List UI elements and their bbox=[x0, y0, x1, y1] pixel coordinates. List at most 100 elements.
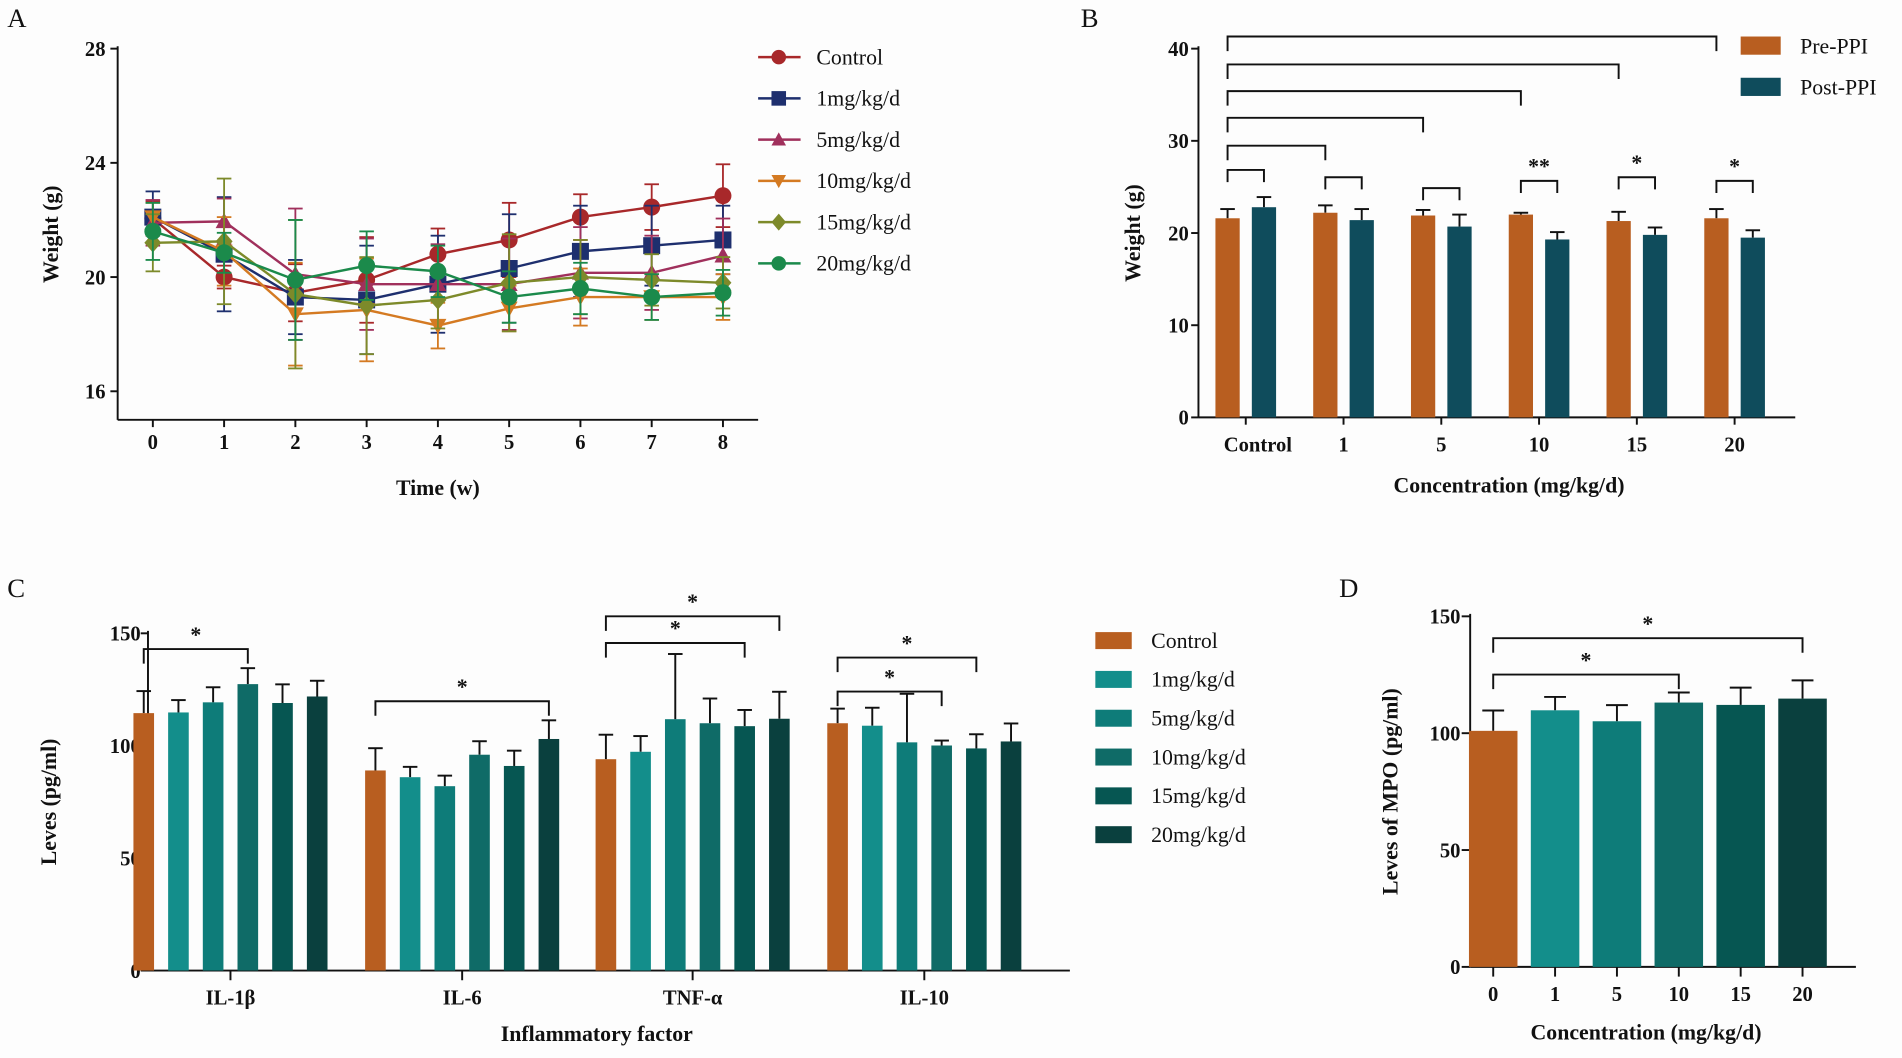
a-data-point bbox=[358, 257, 376, 275]
a-y-tick-label: 16 bbox=[85, 382, 106, 404]
c-legend-label: 15mg/kg/d bbox=[1151, 784, 1246, 808]
c-bar bbox=[168, 712, 189, 971]
d-bar bbox=[1654, 702, 1704, 967]
c-bar bbox=[966, 748, 987, 971]
c-bar bbox=[769, 718, 790, 971]
a-data-point bbox=[429, 290, 447, 310]
d-bar bbox=[1592, 721, 1642, 967]
c-bracket-label: * bbox=[687, 590, 698, 614]
a-x-tick-label: 8 bbox=[718, 432, 728, 454]
a-x-tick-label: 1 bbox=[219, 432, 229, 454]
b-y-tick-label: 40 bbox=[1168, 39, 1189, 61]
a-x-tick-label: 2 bbox=[290, 432, 300, 454]
b-bar bbox=[1545, 239, 1570, 418]
a-y-axis-title: Weight (g) bbox=[39, 185, 63, 283]
b-bar bbox=[1704, 218, 1729, 418]
a-legend-marker bbox=[771, 256, 787, 271]
a-data-point bbox=[714, 284, 732, 302]
panel-label-A: A bbox=[7, 3, 27, 33]
c-legend-label: 10mg/kg/d bbox=[1151, 745, 1246, 769]
b-bar bbox=[1410, 215, 1436, 418]
c-bar bbox=[133, 713, 155, 971]
a-y-tick-label: 24 bbox=[85, 153, 106, 175]
b-legend-swatch bbox=[1740, 36, 1781, 55]
b-bracket-pair bbox=[1324, 176, 1363, 190]
b-y-tick-label: 20 bbox=[1168, 223, 1189, 245]
c-legend-label: Control bbox=[1151, 629, 1218, 653]
a-x-tick-label: 6 bbox=[575, 432, 585, 454]
a-x-tick-label: 3 bbox=[361, 432, 371, 454]
d-y-tick-label: 0 bbox=[1450, 957, 1460, 979]
c-bracket bbox=[142, 648, 249, 664]
b-bar bbox=[1642, 234, 1668, 418]
c-bar bbox=[365, 770, 386, 971]
c-legend-swatch bbox=[1095, 632, 1132, 650]
a-x-tick-label: 4 bbox=[433, 432, 443, 454]
b-bracket-control bbox=[1226, 144, 1327, 161]
b-bar bbox=[1349, 220, 1374, 418]
c-legend-swatch bbox=[1095, 670, 1132, 688]
c-y-tick-label: 150 bbox=[110, 624, 141, 646]
c-x-tick-label: IL-10 bbox=[900, 987, 949, 1009]
b-bar bbox=[1508, 214, 1534, 418]
c-legend-label: 20mg/kg/d bbox=[1151, 823, 1246, 847]
c-bar bbox=[538, 738, 560, 971]
c-bracket bbox=[374, 700, 550, 716]
a-y-tick-label: 28 bbox=[85, 39, 106, 61]
c-bracket bbox=[604, 615, 781, 631]
d-x-tick-label: 15 bbox=[1730, 984, 1751, 1006]
d-x-tick-label: 0 bbox=[1488, 984, 1498, 1006]
d-bracket-label: * bbox=[1581, 648, 1592, 672]
a-x-tick-label: 5 bbox=[504, 432, 514, 454]
c-bracket bbox=[836, 656, 978, 673]
a-legend-label: 20mg/kg/d bbox=[816, 252, 911, 276]
panel-label-D: D bbox=[1339, 573, 1358, 603]
c-x-tick-label: IL-6 bbox=[443, 987, 482, 1009]
d-bracket-label: * bbox=[1642, 612, 1653, 636]
a-legend-marker bbox=[771, 213, 787, 231]
c-legend-label: 5mg/kg/d bbox=[1151, 707, 1235, 731]
c-bracket-label: * bbox=[190, 623, 201, 647]
d-y-tick-label: 50 bbox=[1440, 840, 1461, 862]
c-bar bbox=[931, 745, 952, 971]
c-x-tick-label: TNF-α bbox=[663, 987, 723, 1009]
a-data-point bbox=[144, 222, 162, 240]
c-bar bbox=[272, 703, 293, 971]
b-bar bbox=[1215, 218, 1240, 418]
c-bar bbox=[827, 723, 848, 971]
b-x-axis-title: Concentration (mg/kg/d) bbox=[1393, 474, 1624, 498]
d-y-tick-label: 100 bbox=[1430, 723, 1461, 745]
c-x-tick-label: IL-1β bbox=[206, 987, 256, 1009]
b-y-tick-label: 10 bbox=[1168, 315, 1189, 337]
b-x-tick-label: 1 bbox=[1338, 434, 1348, 456]
c-bar bbox=[699, 723, 721, 971]
b-bar bbox=[1251, 207, 1277, 418]
c-bar bbox=[630, 751, 651, 971]
b-x-tick-label: 5 bbox=[1436, 434, 1446, 456]
a-legend-marker bbox=[771, 91, 787, 106]
a-y-tick-label: 20 bbox=[85, 267, 106, 289]
d-bar bbox=[1468, 730, 1518, 967]
c-y-tick-label: 100 bbox=[110, 736, 141, 758]
c-bar bbox=[664, 719, 686, 971]
b-bracket-pair-label: * bbox=[1631, 151, 1642, 175]
c-y-tick-label: 0 bbox=[130, 961, 140, 983]
b-bracket-control bbox=[1226, 63, 1620, 79]
a-legend-label: Control bbox=[816, 45, 883, 69]
c-bar bbox=[399, 777, 421, 971]
b-bracket-control bbox=[1226, 90, 1522, 106]
d-x-tick-label: 20 bbox=[1792, 984, 1813, 1006]
c-bar bbox=[1000, 741, 1022, 971]
b-x-tick-label: Control bbox=[1224, 434, 1293, 456]
c-x-axis-title: Inflammatory factor bbox=[501, 1022, 693, 1046]
b-bracket-pair bbox=[1519, 179, 1559, 193]
panel-label-C: C bbox=[7, 573, 25, 603]
a-data-point bbox=[571, 279, 589, 297]
a-data-point bbox=[643, 288, 661, 306]
c-bracket-label: * bbox=[457, 675, 468, 699]
b-legend-label: Post-PPI bbox=[1800, 76, 1876, 100]
c-bracket bbox=[836, 690, 943, 707]
c-legend-label: 1mg/kg/d bbox=[1151, 668, 1235, 692]
d-x-tick-label: 1 bbox=[1550, 984, 1560, 1006]
